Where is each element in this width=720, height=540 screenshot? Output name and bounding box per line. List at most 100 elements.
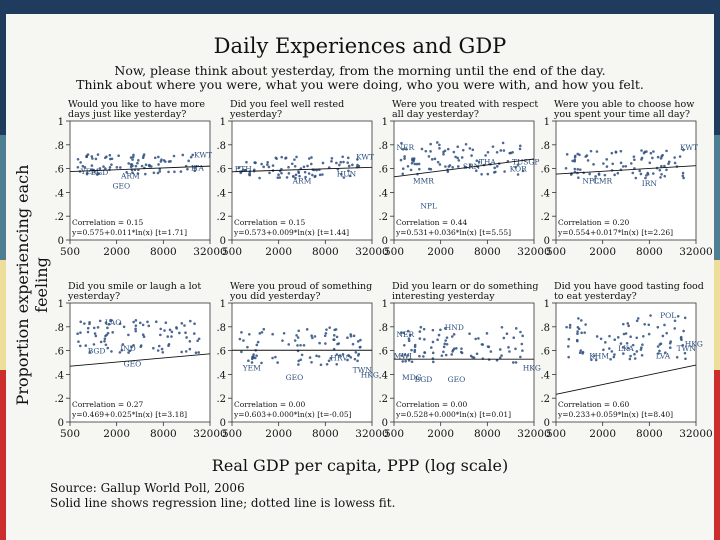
country-point-3 xyxy=(456,165,460,168)
country-point-1 xyxy=(79,161,82,164)
country-point-7 xyxy=(498,348,502,351)
country-point-7 xyxy=(437,333,441,337)
country-point-4 xyxy=(673,156,676,159)
country-label-hkg: HKG xyxy=(523,363,541,372)
country-point-5 xyxy=(189,319,192,323)
country-point-6 xyxy=(297,363,300,366)
country-point-8 xyxy=(594,358,598,362)
country-point-3 xyxy=(452,150,456,154)
country-point-4 xyxy=(659,157,663,160)
country-point-6 xyxy=(250,361,254,364)
country-point-3 xyxy=(442,150,445,154)
country-point-4 xyxy=(631,171,635,175)
country-point-6 xyxy=(262,327,266,331)
country-point-5 xyxy=(141,333,145,337)
regression-line-8 xyxy=(555,364,697,395)
country-label-bgd: BGD xyxy=(91,168,109,177)
country-point-2 xyxy=(287,172,291,175)
country-point-5 xyxy=(184,350,188,353)
panel-title-3: Were you treated with respect xyxy=(392,99,538,110)
y-tick-label-6: 1 xyxy=(220,299,226,310)
country-point-5 xyxy=(197,337,201,341)
country-point-5 xyxy=(110,350,113,353)
correlation-label-3: Correlation = 0.44 xyxy=(396,218,467,227)
country-point-2 xyxy=(342,160,345,164)
country-point-3 xyxy=(444,165,447,168)
x-tick-label-7: 32000 xyxy=(517,428,550,440)
fit-label-1: y=0.575+0.011*ln(x) [t=1.71] xyxy=(71,228,187,237)
correlation-label-5: Correlation = 0.27 xyxy=(72,400,143,409)
country-point-7 xyxy=(502,336,506,340)
country-point-8 xyxy=(602,348,605,352)
country-point-5 xyxy=(77,340,80,343)
country-point-5 xyxy=(99,340,103,344)
country-point-1 xyxy=(104,167,107,170)
country-point-1 xyxy=(102,165,105,168)
country-point-1 xyxy=(108,153,112,157)
country-point-3 xyxy=(494,170,497,174)
country-point-8 xyxy=(627,324,630,328)
country-point-4 xyxy=(613,173,616,177)
country-point-5 xyxy=(193,322,196,325)
x-tick-label-6: 2000 xyxy=(265,428,292,440)
country-point-2 xyxy=(274,156,278,160)
country-label-hun: HUN xyxy=(337,169,357,178)
country-point-4 xyxy=(605,158,609,161)
country-point-5 xyxy=(184,331,187,335)
country-point-3 xyxy=(406,164,410,168)
country-point-3 xyxy=(401,167,405,170)
country-point-4 xyxy=(678,155,682,158)
country-point-8 xyxy=(640,353,644,357)
panel-title-1: Would you like to have more xyxy=(68,99,205,110)
country-point-1 xyxy=(76,157,80,161)
country-point-8 xyxy=(599,337,603,341)
country-point-6 xyxy=(324,342,327,345)
country-point-8 xyxy=(625,341,629,345)
country-point-4 xyxy=(611,162,615,166)
y-tick-label-1: .4 xyxy=(54,188,64,199)
country-point-6 xyxy=(346,358,349,362)
country-point-6 xyxy=(308,356,312,359)
x-tick-label-6: 32000 xyxy=(355,428,388,440)
country-point-4 xyxy=(564,166,568,170)
country-point-4 xyxy=(624,165,628,168)
country-point-8 xyxy=(682,329,685,333)
country-point-2 xyxy=(330,157,334,160)
country-label-kor: KOR xyxy=(510,165,528,174)
country-point-5 xyxy=(88,320,91,324)
country-point-4 xyxy=(573,158,577,162)
country-point-6 xyxy=(332,333,336,337)
country-point-5 xyxy=(180,322,184,325)
country-point-8 xyxy=(681,343,685,347)
country-label-hkg: HKG xyxy=(361,370,379,379)
country-label-kwt: KWT xyxy=(356,153,374,162)
country-point-5 xyxy=(128,349,132,353)
country-point-3 xyxy=(409,168,413,172)
country-point-5 xyxy=(109,318,113,322)
country-point-4 xyxy=(681,174,685,178)
country-point-2 xyxy=(335,161,338,165)
country-point-8 xyxy=(576,332,579,335)
country-label-ind: IND xyxy=(120,344,136,353)
country-point-6 xyxy=(353,357,357,361)
fit-label-3: y=0.531+0.036*ln(x) [t=5.55] xyxy=(395,228,511,237)
country-point-3 xyxy=(501,141,505,145)
country-point-5 xyxy=(127,333,130,337)
country-point-8 xyxy=(576,330,579,333)
country-label-tusgp: TUSGP xyxy=(512,157,540,166)
country-point-2 xyxy=(321,161,325,165)
country-point-6 xyxy=(258,332,262,335)
country-point-1 xyxy=(129,165,133,169)
country-point-4 xyxy=(667,162,670,165)
country-point-5 xyxy=(118,351,122,354)
country-point-6 xyxy=(359,345,362,349)
country-point-1 xyxy=(140,164,144,168)
country-point-1 xyxy=(134,164,138,168)
correlation-label-7: Correlation = 0.00 xyxy=(396,400,467,409)
x-tick-label-5: 32000 xyxy=(193,428,226,440)
country-point-8 xyxy=(613,353,616,356)
x-tick-label-3: 500 xyxy=(384,246,404,258)
country-point-1 xyxy=(110,163,113,166)
country-point-3 xyxy=(480,173,483,176)
country-point-4 xyxy=(640,149,643,152)
